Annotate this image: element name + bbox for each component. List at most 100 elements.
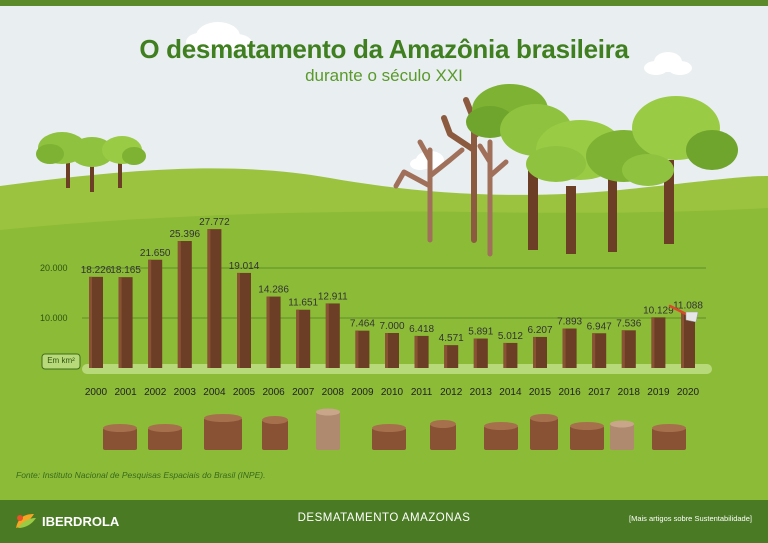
value-label: 5.891 bbox=[468, 327, 493, 338]
page-title: O desmatamento da Amazônia brasileira bbox=[139, 34, 629, 64]
footer-bar bbox=[0, 500, 768, 543]
footer-title: DESMATAMENTO AMAZONAS bbox=[297, 512, 471, 524]
bar bbox=[355, 330, 370, 368]
bar bbox=[148, 259, 163, 368]
x-tick-label: 2011 bbox=[411, 387, 433, 398]
bar-highlight bbox=[503, 342, 507, 368]
bar-highlight bbox=[177, 241, 181, 368]
bar-highlight bbox=[118, 277, 122, 368]
bar bbox=[207, 229, 222, 368]
value-label: 18.165 bbox=[110, 265, 141, 276]
value-label: 6.418 bbox=[409, 324, 434, 335]
value-label: 10.129 bbox=[643, 305, 674, 316]
value-label: 7.893 bbox=[557, 317, 582, 328]
right-forest bbox=[466, 84, 738, 254]
bar-highlight bbox=[681, 312, 684, 368]
x-tick-label: 2015 bbox=[529, 387, 552, 398]
bar-highlight bbox=[207, 229, 211, 368]
bar-chart: 10.000 20.000 18.226 2000 18.165 2001 21.650 20… bbox=[40, 217, 706, 398]
bar bbox=[444, 345, 459, 368]
x-tick-label: 2018 bbox=[618, 387, 641, 398]
x-tick-label: 2007 bbox=[292, 387, 315, 398]
bar-highlight bbox=[355, 330, 359, 368]
logo-text: IBERDROLA bbox=[42, 513, 120, 529]
bar-highlight bbox=[296, 309, 300, 368]
bar bbox=[89, 276, 103, 368]
y-tick-label: 20.000 bbox=[40, 263, 68, 273]
x-tick-label: 2016 bbox=[558, 387, 581, 398]
x-tick-label: 2019 bbox=[647, 387, 670, 398]
bar bbox=[473, 338, 488, 368]
unit-badge-label: Em km² bbox=[47, 356, 75, 365]
bar bbox=[118, 277, 133, 368]
x-tick-label: 2020 bbox=[677, 387, 700, 398]
cloud-left bbox=[186, 22, 252, 52]
top-stripe bbox=[0, 0, 768, 6]
bar-highlight bbox=[533, 336, 536, 368]
bar-highlight bbox=[89, 276, 92, 368]
axe-icon bbox=[668, 304, 699, 323]
bar-highlight bbox=[266, 296, 270, 368]
cloud-right bbox=[644, 52, 692, 75]
page-subtitle: durante o século XXI bbox=[305, 66, 463, 85]
bar bbox=[503, 342, 518, 368]
value-label: 12.911 bbox=[318, 291, 348, 302]
x-tick-label: 2008 bbox=[322, 387, 345, 398]
value-label: 7.000 bbox=[379, 321, 404, 332]
x-tick-label: 2004 bbox=[203, 387, 226, 398]
bar bbox=[651, 317, 666, 368]
bar bbox=[296, 309, 311, 368]
x-tick-label: 2013 bbox=[470, 387, 493, 398]
value-label: 5.012 bbox=[498, 331, 523, 342]
unit-badge bbox=[41, 353, 81, 370]
bar-highlight bbox=[385, 333, 388, 368]
bar bbox=[266, 296, 281, 368]
bar bbox=[592, 333, 607, 368]
x-tick-label: 2010 bbox=[381, 387, 404, 398]
value-label: 14.286 bbox=[258, 285, 289, 296]
footer-logo[interactable]: IBERDROLA bbox=[14, 512, 119, 530]
x-tick-label: 2006 bbox=[262, 387, 285, 398]
bar bbox=[237, 272, 251, 368]
bar-highlight bbox=[621, 330, 625, 368]
bar bbox=[325, 303, 340, 368]
x-tick-label: 2017 bbox=[588, 387, 611, 398]
bar bbox=[681, 312, 695, 368]
value-label: 7.536 bbox=[616, 318, 641, 329]
x-tick-label: 2014 bbox=[499, 387, 522, 398]
value-label: 6.947 bbox=[587, 321, 612, 332]
x-tick-label: 2009 bbox=[351, 387, 374, 398]
x-tick-label: 2002 bbox=[144, 387, 167, 398]
value-label: 25.396 bbox=[170, 229, 201, 240]
value-label: 18.226 bbox=[81, 265, 112, 276]
bar-highlight bbox=[562, 328, 566, 368]
source-note: Fonte: Instituto Nacional de Pesquisas E… bbox=[16, 470, 266, 480]
x-tick-label: 2003 bbox=[174, 387, 197, 398]
more-articles-link[interactable]: [Mais artigos sobre Sustentabilidade] bbox=[629, 514, 752, 523]
value-label: 7.464 bbox=[350, 319, 375, 330]
value-label: 27.772 bbox=[199, 217, 230, 228]
x-tick-label: 2000 bbox=[85, 387, 108, 398]
left-trees bbox=[36, 132, 146, 192]
x-tick-label: 2012 bbox=[440, 387, 463, 398]
bar-highlight bbox=[444, 345, 448, 368]
bar-highlight bbox=[237, 272, 240, 368]
value-label: 21.650 bbox=[140, 248, 171, 259]
bar bbox=[414, 335, 429, 368]
bar bbox=[385, 333, 399, 368]
value-label: 4.571 bbox=[439, 333, 464, 344]
bar bbox=[533, 336, 547, 368]
bar-highlight bbox=[325, 303, 329, 368]
x-tick-label: 2001 bbox=[114, 387, 137, 398]
value-label: 11.651 bbox=[288, 298, 318, 309]
iberdrola-leaf-icon bbox=[16, 514, 36, 528]
y-tick-label: 10.000 bbox=[40, 313, 68, 323]
bar-highlight bbox=[473, 338, 477, 368]
bar-highlight bbox=[651, 317, 655, 368]
bar bbox=[562, 328, 577, 368]
bar-highlight bbox=[148, 259, 152, 368]
value-label: 6.207 bbox=[527, 325, 552, 336]
x-tick-label: 2005 bbox=[233, 387, 256, 398]
value-label: 19.014 bbox=[229, 261, 260, 272]
bar bbox=[177, 241, 192, 368]
